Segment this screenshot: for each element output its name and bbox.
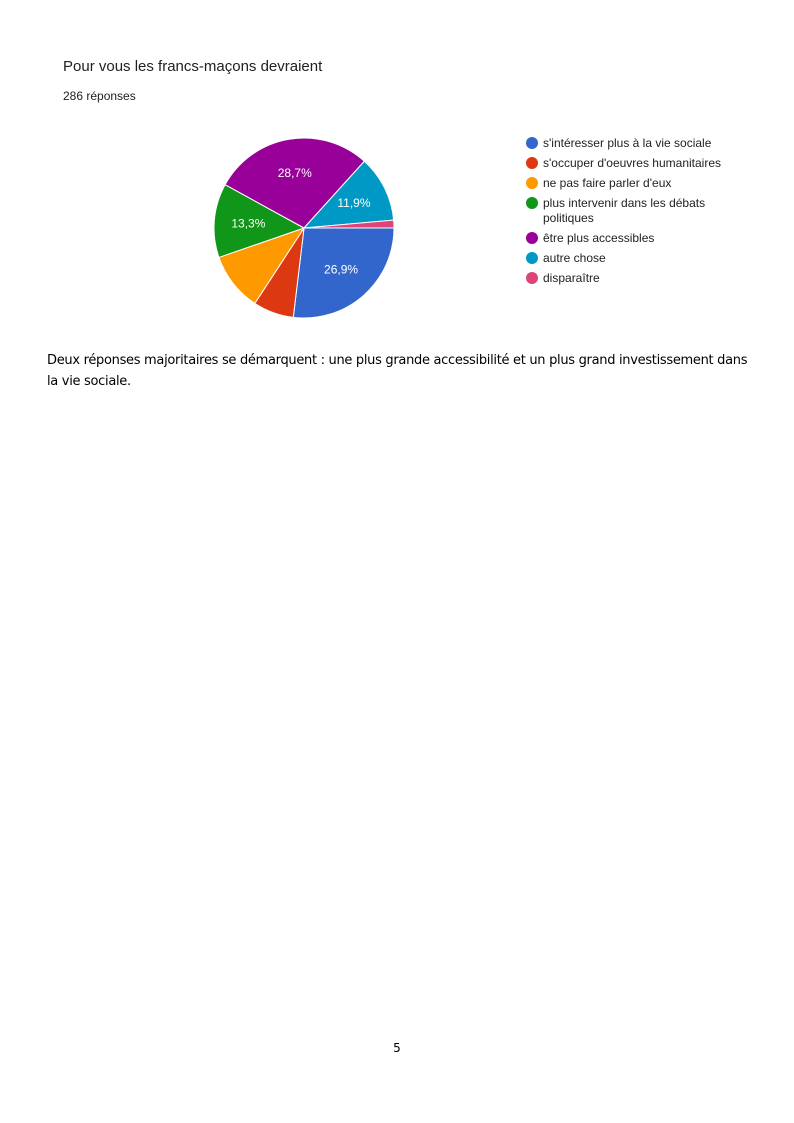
slice-label: 26,9%	[324, 263, 358, 277]
legend-item[interactable]: autre chose	[526, 251, 728, 266]
legend-label: s'intéresser plus à la vie sociale	[543, 136, 712, 150]
legend-swatch	[526, 137, 538, 149]
legend-swatch	[526, 272, 538, 284]
legend-item[interactable]: disparaître	[526, 271, 728, 286]
legend-label: être plus accessibles	[543, 231, 655, 245]
chart-title: Pour vous les francs-maçons devraient	[63, 58, 323, 75]
caption-paragraph: Deux réponses majoritaires se démarquent…	[47, 353, 748, 389]
legend-swatch	[526, 177, 538, 189]
pie-slice[interactable]	[292, 227, 395, 319]
response-count: 286 réponses	[63, 89, 136, 103]
legend-label: autre chose	[543, 251, 606, 265]
chart-legend: s'intéresser plus à la vie sociale s'occu…	[526, 136, 728, 291]
pie-slice[interactable]	[302, 160, 395, 229]
legend-item[interactable]: s'occuper d'oeuvres humanitaires	[526, 156, 728, 171]
legend-item[interactable]: ne pas faire parler d'eux	[526, 176, 728, 191]
legend-label: s'occuper d'oeuvres humanitaires	[543, 156, 722, 170]
legend-item[interactable]: s'intéresser plus à la vie sociale	[526, 136, 728, 151]
pie-slice[interactable]	[224, 137, 366, 229]
legend-swatch	[526, 232, 538, 244]
legend-label: ne pas faire parler d'eux	[543, 176, 672, 190]
pie-slice[interactable]	[303, 219, 395, 229]
legend-item[interactable]: plus intervenir dans les débats politiqu…	[526, 196, 728, 226]
legend-label: disparaître	[543, 271, 600, 285]
slice-label: 11,9%	[337, 196, 370, 210]
legend-swatch	[526, 197, 538, 209]
page-number: 5	[393, 1041, 401, 1055]
pie-chart: 26,9% 13,3% 28,7% 11,9%	[213, 137, 395, 319]
legend-item[interactable]: être plus accessibles	[526, 231, 728, 246]
slice-label: 13,3%	[231, 216, 265, 230]
slice-label: 28,7%	[278, 166, 312, 180]
legend-swatch	[526, 157, 538, 169]
pie-slice[interactable]	[213, 183, 306, 259]
legend-label: plus intervenir dans les débats politiqu…	[543, 196, 706, 225]
legend-swatch	[526, 252, 538, 264]
